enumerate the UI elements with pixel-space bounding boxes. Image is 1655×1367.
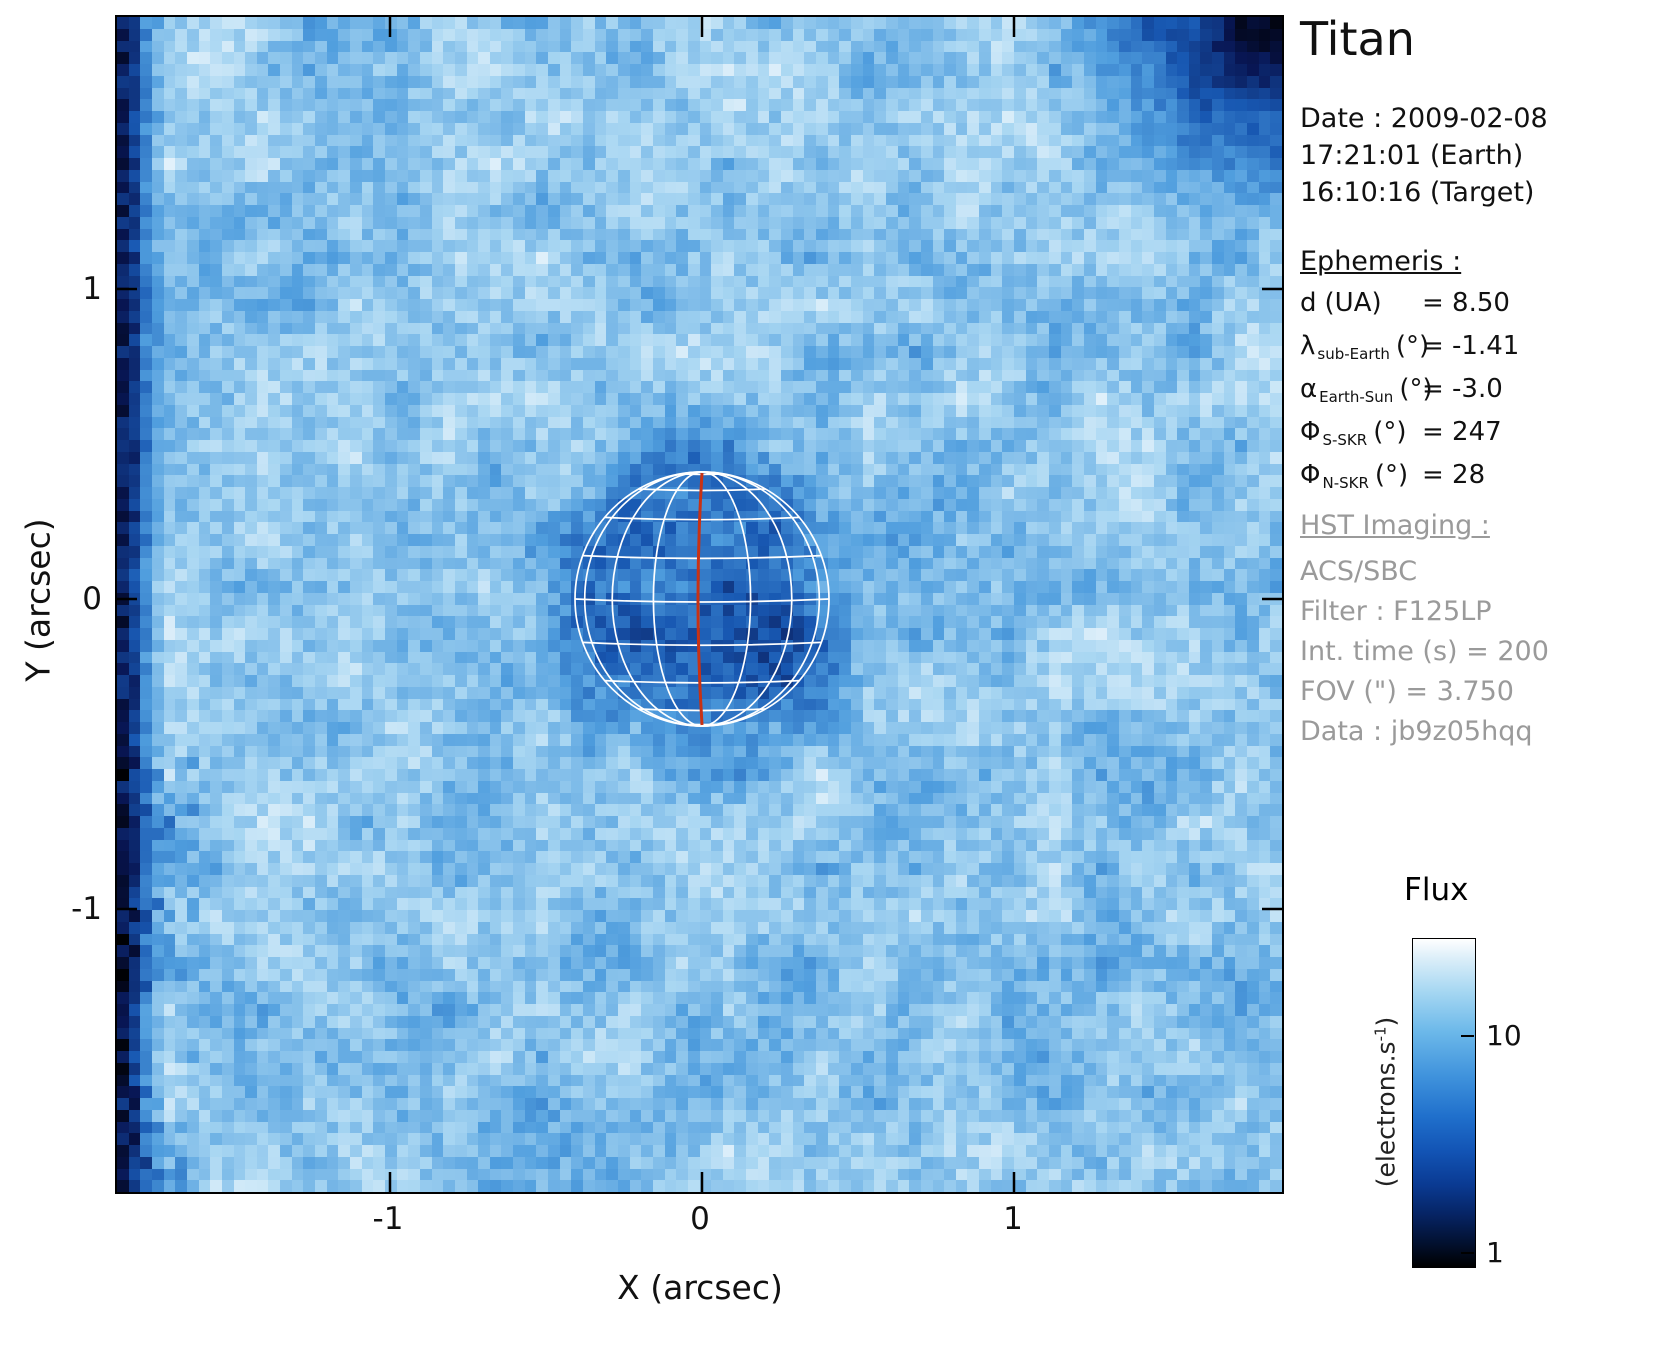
time-earth: 17:21:01 (Earth): [1300, 140, 1524, 171]
hst-filter: Filter : F125LP: [1300, 596, 1492, 627]
page-title: Titan: [1300, 12, 1415, 66]
info-panel: Titan Date : 2009-02-08 17:21:01 (Earth)…: [1300, 0, 1655, 1367]
hst-data-id: Data : jb9z05hqq: [1300, 716, 1533, 747]
ephemeris-unit: (°): [1395, 331, 1430, 361]
ephemeris-symbol: Φ: [1300, 417, 1321, 447]
ephemeris-symbol: Φ: [1300, 460, 1321, 490]
ephemeris-value: = 8.50: [1422, 288, 1510, 318]
ephemeris-subscript: sub-Earth: [1317, 345, 1390, 363]
colorbar-unit-label: (electrons.s-1): [1371, 1017, 1400, 1188]
colorbar-tick-label-1: 1: [1486, 1236, 1504, 1269]
ephemeris-unit: (°): [1399, 374, 1433, 404]
ephemeris-unit: (°): [1373, 417, 1407, 447]
ephemeris-symbol: d: [1300, 288, 1317, 318]
ephemeris-value: = -3.0: [1422, 374, 1503, 404]
ephemeris-row-n-skr: Φ N-SKR (°) = 28: [1300, 460, 1555, 503]
ephemeris-row-distance: d (UA) = 8.50: [1300, 288, 1555, 331]
ephemeris-symbol: λ: [1300, 331, 1316, 361]
ephemeris-subscript: N-SKR: [1322, 474, 1369, 492]
colorbar-title: Flux: [1404, 872, 1469, 908]
hst-imaging-heading: HST Imaging :: [1300, 510, 1490, 541]
colorbar-tick-mark-10: [1461, 1035, 1474, 1037]
y-tick-label-0: 0: [82, 581, 102, 617]
ephemeris-table: d (UA) = 8.50 λ sub-Earth (°) = -1.41 α Eart…: [1300, 288, 1555, 503]
observation-datetime-block: Date : 2009-02-08 17:21:01 (Earth) 16:10…: [1300, 100, 1548, 211]
ephemeris-row-sub-earth-lat: λ sub-Earth (°) = -1.41: [1300, 331, 1555, 374]
time-target: 16:10:16 (Target): [1300, 177, 1535, 208]
ephemeris-unit: (°): [1374, 460, 1409, 490]
ephemeris-unit: (UA): [1324, 288, 1382, 318]
ephemeris-value: = 247: [1422, 417, 1502, 447]
y-tick-label-neg1: -1: [71, 891, 102, 927]
ephemeris-row-phase-angle: α Earth-Sun (°) = -3.0: [1300, 374, 1555, 417]
hst-fov: FOV (") = 3.750: [1300, 676, 1514, 707]
colorbar-unit-sup: -1: [1371, 1026, 1390, 1042]
colorbar-unit-post: ): [1371, 1016, 1401, 1027]
ephemeris-row-s-skr: Φ S-SKR (°) = 247: [1300, 417, 1555, 460]
ephemeris-value: = 28: [1422, 460, 1486, 490]
plot-overlay-svg: [117, 17, 1282, 1192]
ephemeris-value: = -1.41: [1422, 331, 1520, 361]
ephemeris-heading: Ephemeris :: [1300, 246, 1462, 277]
y-tick-label-1: 1: [82, 271, 102, 307]
flux-colorbar: [1412, 938, 1476, 1268]
colorbar-tick-mark-1: [1461, 1252, 1474, 1254]
ephemeris-subscript: Earth-Sun: [1319, 388, 1394, 406]
ephemeris-symbol: α: [1300, 374, 1318, 404]
ephemeris-subscript: S-SKR: [1322, 431, 1368, 449]
x-tick-label-1: 1: [1003, 1201, 1023, 1237]
colorbar-unit-pre: (electrons.s: [1371, 1041, 1401, 1188]
date-line: Date : 2009-02-08: [1300, 103, 1548, 134]
x-tick-label-neg1: -1: [372, 1201, 404, 1237]
y-axis-label: Y (arcsec): [18, 518, 58, 682]
x-axis-label: X (arcsec): [617, 1268, 783, 1307]
x-tick-label-0: 0: [690, 1201, 710, 1237]
hst-instrument: ACS/SBC: [1300, 556, 1418, 587]
hst-int-time: Int. time (s) = 200: [1300, 636, 1549, 667]
plot-area: [115, 15, 1284, 1194]
hst-imaging-block: ACS/SBC Filter : F125LP Int. time (s) = …: [1300, 552, 1549, 752]
colorbar-tick-label-10: 10: [1486, 1019, 1522, 1052]
